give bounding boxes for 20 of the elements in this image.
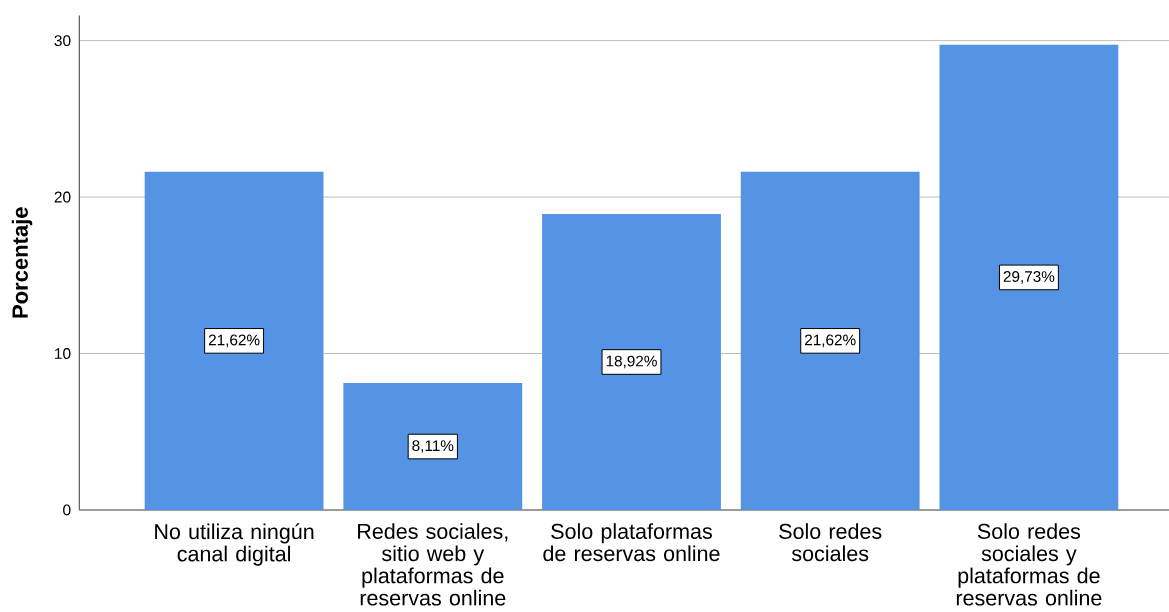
- bar: [939, 44, 1119, 510]
- x-tick-label: Solo redes sociales: [779, 523, 882, 562]
- y-tick-label: 10: [55, 348, 71, 360]
- data-label: 29,73%: [1003, 271, 1055, 284]
- bar: [144, 171, 324, 510]
- bar: [343, 383, 523, 510]
- x-tick-label: Solo plataformas de reservas online: [543, 523, 720, 562]
- data-label: 21,62%: [208, 334, 260, 348]
- bar: [542, 213, 721, 510]
- x-tick-label: Redes sociales, sitio web y plataformas de reservas online: [358, 523, 508, 606]
- y-tick-label: 30: [54, 35, 71, 47]
- y-tick-label: 0: [63, 504, 71, 516]
- y-axis-title: Porcentaje: [11, 207, 33, 318]
- x-tick-label: Solo redes sociales y plataformas de reservas online: [956, 523, 1102, 606]
- bar: [740, 171, 920, 510]
- y-tick-label: 20: [54, 191, 71, 203]
- data-label: 8,11%: [412, 440, 454, 453]
- data-label: 21,62%: [805, 334, 856, 348]
- x-tick-label: No utiliza ningún canal digital: [155, 523, 314, 566]
- data-label: 18,92%: [606, 355, 657, 369]
